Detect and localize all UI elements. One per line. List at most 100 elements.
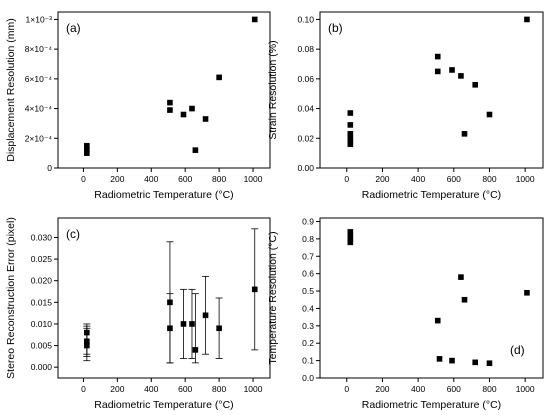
y-tick-label: 0.00: [297, 163, 314, 173]
y-axis-title: Temperature Resolution (°C): [267, 231, 279, 364]
x-tick-label: 200: [375, 384, 389, 394]
x-axis-title: Radiometric Temperature (°C): [362, 189, 501, 201]
y-tick-label: 0.000: [31, 362, 53, 372]
x-tick-label: 800: [212, 384, 226, 394]
y-tick-label: 0.7: [302, 251, 314, 261]
x-tick-label: 800: [482, 174, 496, 184]
panel-c: 0 200 400 600 800 1000 0.000 0.005 0.010 0.015 0.0…: [5, 217, 271, 411]
data-point: [434, 53, 441, 60]
y-tick-label: 0.9: [302, 216, 314, 226]
y-axis-title: Strain Resolution (%): [267, 40, 279, 139]
data-point: [347, 141, 354, 148]
data-point: [461, 131, 468, 137]
y-tick-label: 0.010: [31, 319, 53, 329]
data-point: [192, 147, 199, 153]
y-tick-label: 0.005: [31, 341, 53, 351]
y-tick-label: 8×10⁻⁴: [25, 44, 53, 54]
data-point: [216, 74, 222, 81]
x-tick-label: 400: [411, 384, 425, 394]
panel-label: (b): [328, 21, 343, 35]
data-point: [192, 347, 199, 353]
plot-frame: [57, 217, 271, 379]
x-tick-label: 1000: [244, 174, 263, 184]
data-point: [84, 142, 90, 149]
y-tick-label: 0.0: [302, 373, 314, 383]
data-point: [347, 122, 354, 128]
data-point: [347, 135, 354, 142]
y-tick-label: 0.2: [302, 338, 314, 348]
data-point: [167, 107, 173, 113]
x-tick-label: 800: [482, 384, 496, 394]
panel-d: 0 200 400 600 800 1000 0.0 0.1 0.2 0.3 0.4 0.5 0.6 0.…: [267, 216, 544, 411]
y-tick-label: 2×10⁻⁴: [25, 133, 53, 143]
data-point: [202, 312, 209, 319]
data-point: [84, 150, 90, 156]
data-point: [347, 236, 354, 242]
data-point: [251, 16, 258, 23]
data-point: [486, 360, 493, 367]
data-point: [434, 68, 441, 75]
data-point: [347, 232, 354, 239]
data-point: [524, 16, 530, 23]
y-tick-label: 0.1: [302, 356, 314, 366]
y-tick-label: 6×10⁻⁴: [25, 74, 53, 84]
x-tick-label: 200: [110, 384, 124, 394]
y-tick-label: 0.030: [31, 232, 53, 242]
x-tick-label: 600: [178, 384, 192, 394]
x-tick-label: 1000: [516, 174, 535, 184]
data-point: [449, 67, 455, 73]
x-tick-label: 0: [344, 174, 349, 184]
data-point: [347, 138, 354, 145]
y-tick-label: 0.6: [302, 269, 314, 279]
y-tick-label: 0.04: [297, 104, 314, 114]
panel-label: (c): [66, 227, 80, 241]
data-point: [461, 296, 468, 303]
x-tick-label: 0: [81, 174, 86, 184]
data-point: [458, 274, 464, 280]
plot-frame: [57, 11, 271, 169]
y-tick-label: 0.020: [31, 276, 53, 286]
data-point: [167, 99, 173, 106]
data-point: [347, 229, 354, 235]
y-tick-label: 1×10⁻³: [26, 14, 53, 24]
x-tick-label: 600: [447, 384, 461, 394]
data-point: [347, 110, 354, 116]
y-axis-title: Stereo Reconstruction Error (pixel): [5, 217, 17, 379]
panel-b: 0 200 400 600 800 1000 0.00 0.02 0.04 0.06 0.08 0.1…: [267, 11, 544, 201]
plot-frame: [319, 11, 544, 169]
panel-label: (a): [66, 21, 81, 35]
y-tick-label: 0: [47, 163, 52, 173]
x-tick-label: 200: [110, 174, 124, 184]
x-tick-label: 1000: [516, 384, 535, 394]
data-point: [524, 289, 530, 296]
x-axis-title: Radiometric Temperature (°C): [94, 189, 233, 201]
data-point: [472, 359, 479, 366]
data-point: [167, 325, 173, 332]
y-tick-label: 0.8: [302, 234, 314, 244]
data-point: [436, 356, 443, 362]
x-tick-label: 600: [178, 174, 192, 184]
panel-label: (d): [510, 343, 525, 357]
x-tick-label: 1000: [244, 384, 263, 394]
y-tick-label: 0.3: [302, 321, 314, 331]
y-axis-title: Displacement Resolution (mm): [5, 18, 17, 162]
x-tick-label: 400: [144, 174, 158, 184]
y-tick-label: 0.015: [31, 297, 53, 307]
data-point: [434, 317, 441, 324]
data-point: [180, 111, 187, 118]
data-point: [251, 286, 258, 293]
data-point: [347, 239, 354, 246]
x-axis-title: Radiometric Temperature (°C): [94, 399, 233, 411]
data-point: [347, 131, 354, 137]
x-tick-label: 0: [81, 384, 86, 394]
data-point: [202, 116, 209, 122]
data-point: [84, 146, 90, 153]
data-point: [189, 321, 195, 327]
x-tick-label: 0: [344, 384, 349, 394]
y-tick-label: 0.025: [31, 254, 53, 264]
data-point: [472, 82, 479, 88]
y-tick-label: 0.02: [297, 133, 314, 143]
y-tick-label: 0.4: [302, 303, 314, 313]
data-point: [180, 321, 187, 327]
